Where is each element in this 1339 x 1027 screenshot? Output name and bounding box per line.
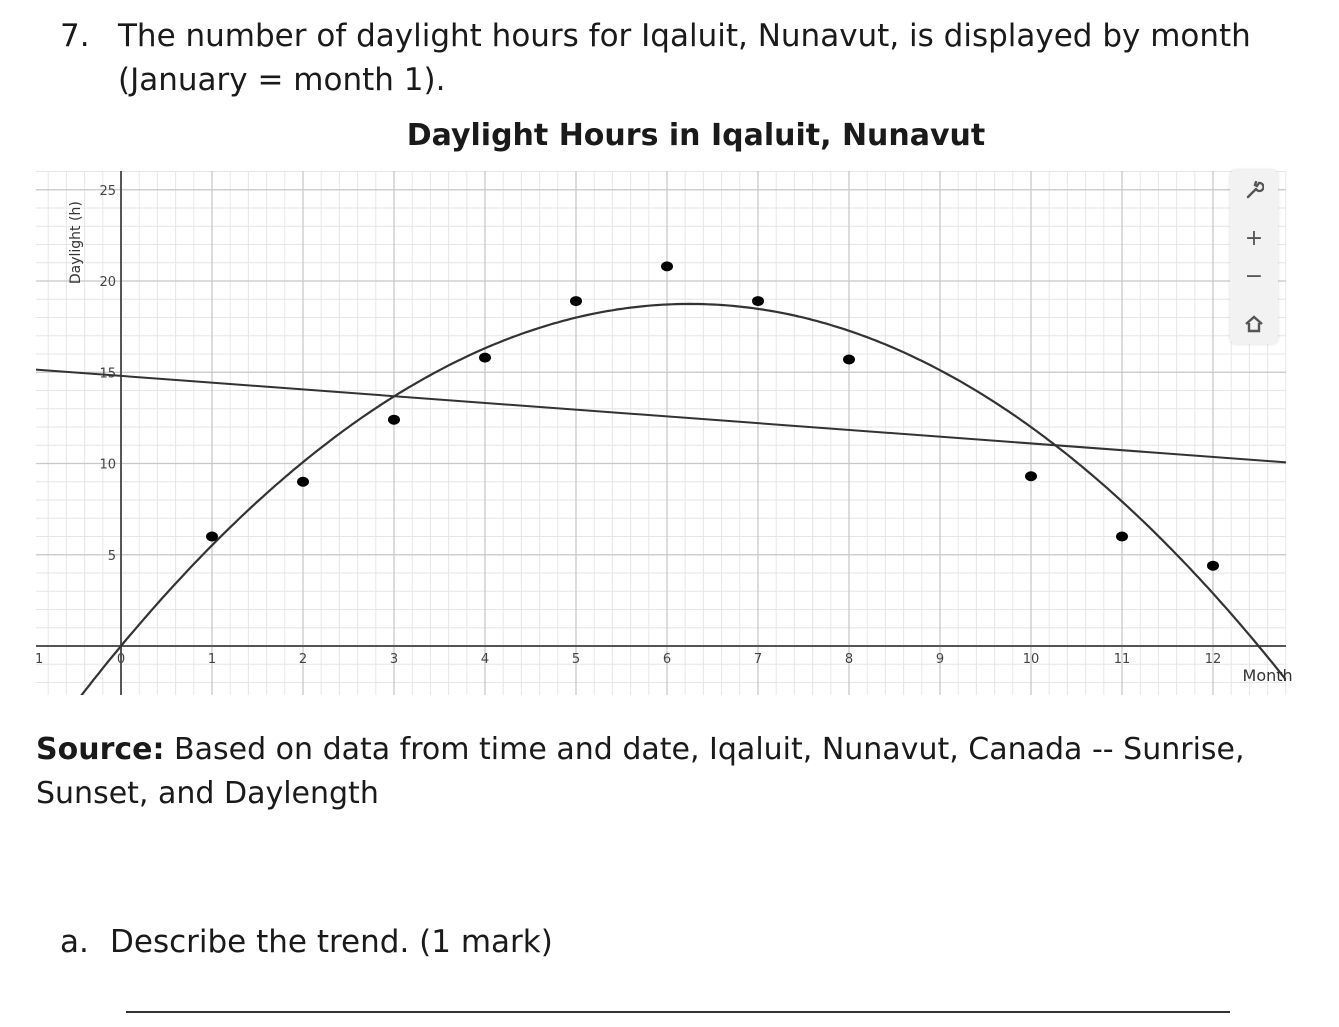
- x-tick-label: 1: [35, 652, 43, 667]
- zoom-in-button[interactable]: +: [1244, 226, 1264, 251]
- data-point: [1116, 531, 1128, 542]
- source-text: Based on data from time and date, Iqalui…: [36, 732, 1245, 811]
- part-a-text: Describe the trend. (1 mark): [110, 924, 553, 960]
- wrench-icon-glyph: [1246, 180, 1265, 199]
- x-axis-label: Month: [1243, 666, 1293, 685]
- y-tick-label: 20: [99, 275, 116, 290]
- x-tick-label: 12: [1205, 652, 1222, 667]
- data-point: [661, 261, 673, 272]
- x-tick-label: 3: [390, 652, 398, 667]
- linear-trend-line: [36, 368, 1286, 464]
- y-tick-label: 15: [99, 366, 116, 381]
- data-point: [1207, 560, 1219, 571]
- wrench-icon[interactable]: [1230, 174, 1278, 208]
- y-axis-label: Daylight (h): [68, 201, 84, 284]
- x-tick-label: 10: [1023, 652, 1040, 667]
- graph-toolbar: + −: [1230, 170, 1278, 344]
- source-label: Source:: [36, 732, 165, 767]
- quadratic-trend-curve: [80, 302, 1286, 695]
- zoom-out-button[interactable]: −: [1244, 264, 1264, 289]
- x-tick-label: 4: [481, 652, 489, 667]
- question-number: 7.: [60, 18, 90, 54]
- x-tick-label: 8: [845, 652, 853, 667]
- answer-line[interactable]: [126, 1011, 1230, 1013]
- data-point: [206, 531, 218, 542]
- x-tick-label: 1: [208, 652, 216, 667]
- question-text: The number of daylight hours for Iqaluit…: [118, 18, 1251, 98]
- data-point: [297, 476, 309, 487]
- data-point: [388, 414, 400, 425]
- data-point: [479, 352, 491, 363]
- source-note: Source: Based on data from time and date…: [36, 728, 1336, 816]
- y-tick-label: 25: [99, 184, 116, 199]
- x-tick-label: 5: [572, 652, 580, 667]
- y-tick-label: 10: [99, 458, 116, 473]
- x-tick-label: 11: [1114, 652, 1131, 667]
- home-icon[interactable]: [1230, 307, 1278, 341]
- x-tick-label: 7: [754, 652, 762, 667]
- data-point: [752, 296, 764, 307]
- y-tick-label: 5: [108, 549, 116, 564]
- x-tick-label: 2: [299, 652, 307, 667]
- data-point: [570, 296, 582, 307]
- data-point: [843, 354, 855, 365]
- chart-title: Daylight Hours in Iqaluit, Nunavut: [406, 118, 986, 153]
- home-icon-glyph: [1245, 315, 1263, 333]
- x-tick-label: 6: [663, 652, 671, 667]
- x-tick-label: 9: [936, 652, 944, 667]
- part-a-letter: a.: [60, 924, 89, 960]
- data-point: [1025, 471, 1037, 482]
- x-tick-label: 0: [117, 652, 125, 667]
